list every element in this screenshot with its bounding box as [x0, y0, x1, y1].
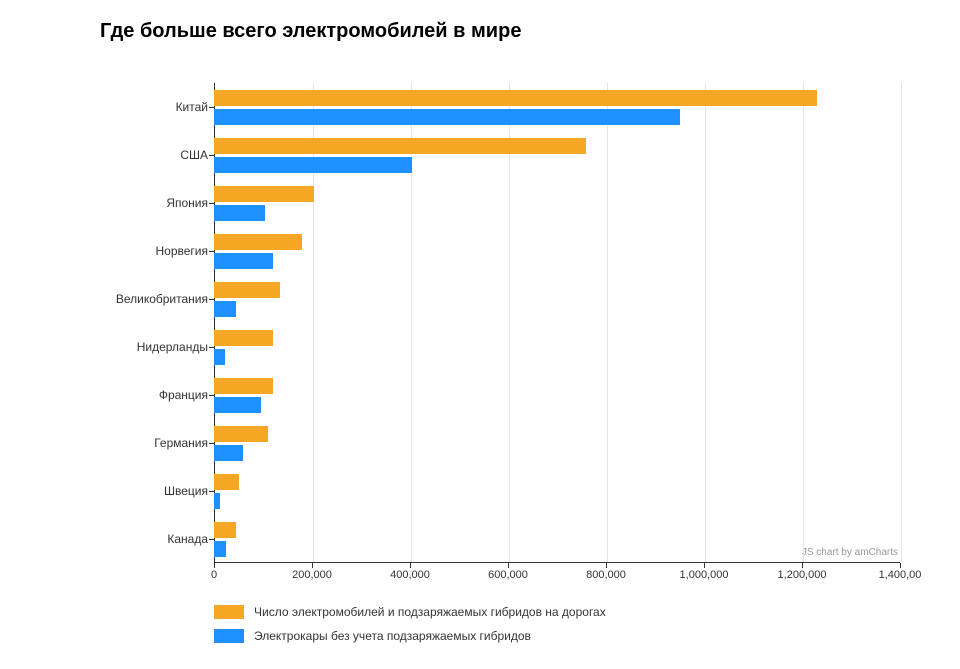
chart-title: Где больше всего электромобилей в мире: [100, 20, 950, 43]
category-label: Швеция: [164, 484, 208, 498]
gridline: [509, 83, 510, 562]
bar[interactable]: [214, 234, 302, 250]
bar[interactable]: [214, 397, 261, 413]
category-label: США: [180, 148, 208, 162]
bar[interactable]: [214, 90, 817, 106]
legend-label: Электрокары без учета подзаряжаемых гибр…: [254, 629, 531, 643]
x-tick: [508, 563, 509, 568]
category-label: Великобритания: [116, 292, 208, 306]
bar[interactable]: [214, 330, 273, 346]
legend-label: Число электромобилей и подзаряжаемых гиб…: [254, 605, 606, 619]
legend-item[interactable]: Электрокары без учета подзаряжаемых гибр…: [214, 629, 950, 643]
gridline: [313, 83, 314, 562]
legend-item[interactable]: Число электромобилей и подзаряжаемых гиб…: [214, 605, 950, 619]
bar[interactable]: [214, 186, 314, 202]
bar[interactable]: [214, 474, 239, 490]
gridline: [803, 83, 804, 562]
bar[interactable]: [214, 301, 236, 317]
bar[interactable]: [214, 282, 280, 298]
x-tick-label: 200,000: [292, 569, 332, 581]
category-label: Китай: [176, 100, 208, 114]
category-label: Нидерланды: [137, 340, 208, 354]
x-tick-label: 800,000: [586, 569, 626, 581]
category-label: Норвегия: [155, 244, 208, 258]
bar[interactable]: [214, 378, 273, 394]
x-tick: [214, 563, 215, 568]
x-tick-label: 400,000: [390, 569, 430, 581]
legend-swatch: [214, 629, 244, 643]
x-tick-label: 600,000: [488, 569, 528, 581]
bar[interactable]: [214, 138, 586, 154]
bar[interactable]: [214, 445, 243, 461]
gridline: [705, 83, 706, 562]
gridline: [901, 83, 902, 562]
bar[interactable]: [214, 157, 412, 173]
x-tick-label: 1,000,000: [680, 569, 729, 581]
gridline: [607, 83, 608, 562]
x-tick-label: 1,200,000: [778, 569, 827, 581]
x-tick: [410, 563, 411, 568]
x-tick: [312, 563, 313, 568]
bar[interactable]: [214, 349, 225, 365]
category-label: Франция: [159, 388, 208, 402]
x-tick-label: 0: [211, 569, 217, 581]
bar[interactable]: [214, 541, 226, 557]
chart: JS chart by amCharts 0200,000400,000600,…: [100, 83, 900, 563]
x-tick: [606, 563, 607, 568]
bar[interactable]: [214, 109, 680, 125]
legend-swatch: [214, 605, 244, 619]
bar[interactable]: [214, 522, 236, 538]
x-tick: [704, 563, 705, 568]
x-tick-label: 1,400,00: [879, 569, 922, 581]
bar[interactable]: [214, 493, 220, 509]
plot-area: JS chart by amCharts: [214, 83, 900, 563]
category-label: Япония: [166, 196, 208, 210]
category-label: Германия: [154, 436, 208, 450]
legend: Число электромобилей и подзаряжаемых гиб…: [214, 605, 950, 643]
bar[interactable]: [214, 205, 265, 221]
x-tick: [900, 563, 901, 568]
bar[interactable]: [214, 426, 268, 442]
x-tick: [802, 563, 803, 568]
attribution: JS chart by amCharts: [802, 547, 898, 558]
category-label: Канада: [167, 532, 208, 546]
gridline: [411, 83, 412, 562]
bar[interactable]: [214, 253, 273, 269]
